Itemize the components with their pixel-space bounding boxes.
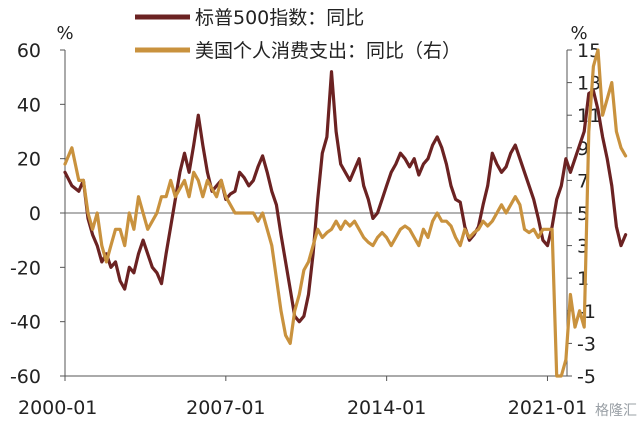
watermark-text: 格隆汇 <box>595 403 637 419</box>
left-tick-label: 0 <box>29 203 41 225</box>
left-tick-label: 40 <box>17 94 41 116</box>
right-unit-label: % <box>570 23 587 44</box>
right-tick-label: -3 <box>577 333 596 355</box>
series-layer <box>63 48 628 378</box>
legend-label-1: 标普500指数：同比 <box>195 7 364 29</box>
right-tick-label: -5 <box>577 366 596 388</box>
right-tick-label: 1 <box>577 268 589 290</box>
axes: % %6040200-20-40-6015131197531-1-3-52000-… <box>10 23 601 419</box>
left-tick-label: -60 <box>10 366 41 388</box>
left-unit-label: % <box>56 23 73 44</box>
left-tick-label: 60 <box>17 40 41 62</box>
x-tick-label: 2014-01 <box>347 397 426 419</box>
pce-yoy-line <box>63 48 628 378</box>
sp500-yoy-line <box>63 70 628 324</box>
left-tick-label: -40 <box>10 312 41 334</box>
x-tick-label: 2021-01 <box>508 397 587 419</box>
legend-label-2: 美国个人消费支出：同比（右） <box>195 40 461 62</box>
x-tick-label: 2000-01 <box>18 397 97 419</box>
left-tick-label: 20 <box>17 149 41 171</box>
x-tick-label: 2007-01 <box>186 397 265 419</box>
right-tick-label: 13 <box>577 73 601 95</box>
left-tick-label: -20 <box>10 257 41 279</box>
